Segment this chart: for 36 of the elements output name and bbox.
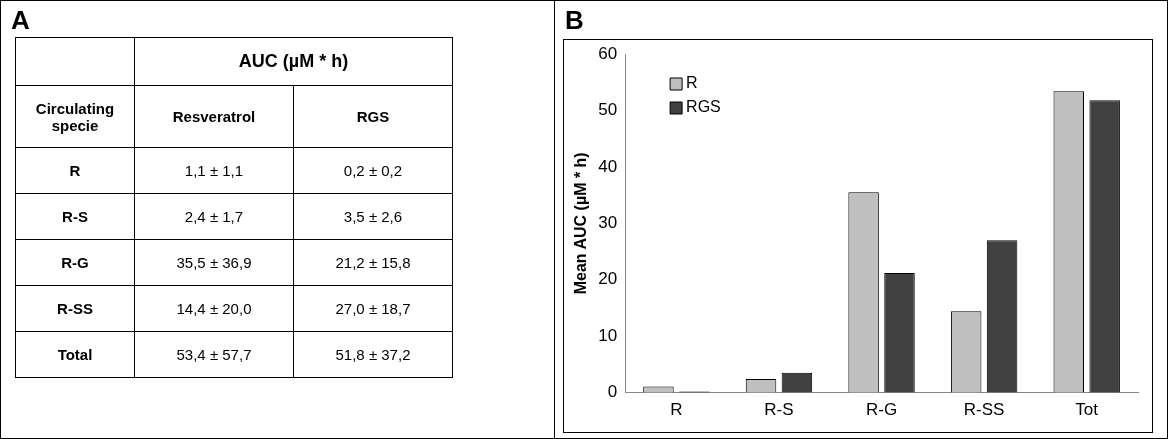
x-tick-label: R: [670, 400, 683, 420]
text: 2,4 ± 1,7: [134, 193, 294, 240]
text: 35,5 ± 36,9: [134, 239, 294, 286]
text: Circulating specie: [15, 85, 135, 148]
text: R-SS: [15, 285, 135, 332]
text: Resveratrol: [134, 85, 294, 148]
x-tick-label: R-SS: [963, 400, 1005, 420]
y-tick-label: 30: [598, 212, 618, 232]
x-tick-label: Tot: [1075, 400, 1099, 420]
text: R-S: [15, 193, 135, 240]
legend-label: R: [686, 74, 698, 92]
y-tick-label: 10: [598, 325, 618, 345]
text: 27,0 ± 18,7: [293, 285, 453, 332]
x-tick-label: R-G: [865, 400, 898, 420]
text: 21,2 ± 15,8: [293, 239, 453, 286]
text: 1,1 ± 1,1: [134, 147, 294, 194]
text: RGS: [293, 85, 453, 148]
y-tick-label: 60: [598, 43, 618, 63]
y-axis-title: Mean AUC (µM * h): [572, 152, 590, 295]
y-tick-label: 40: [598, 156, 618, 176]
text: 0,2 ± 0,2: [293, 147, 453, 194]
text: Total: [15, 331, 135, 378]
text: R-G: [15, 239, 135, 286]
text: A: [11, 5, 30, 36]
x-tick-label: R-S: [764, 400, 794, 420]
text: R: [15, 147, 135, 194]
legend-label: RGS: [686, 98, 721, 116]
y-tick-label: 20: [598, 269, 618, 289]
y-tick-label: 0: [607, 382, 618, 402]
text: 51,8 ± 37,2: [293, 331, 453, 378]
y-tick-label: 50: [598, 100, 618, 120]
text: AUC (µM * h): [134, 37, 453, 86]
text: 3,5 ± 2,6: [293, 193, 453, 240]
text: 53,4 ± 57,7: [134, 331, 294, 378]
chart-title: B: [565, 5, 584, 36]
text: 14,4 ± 20,0: [134, 285, 294, 332]
